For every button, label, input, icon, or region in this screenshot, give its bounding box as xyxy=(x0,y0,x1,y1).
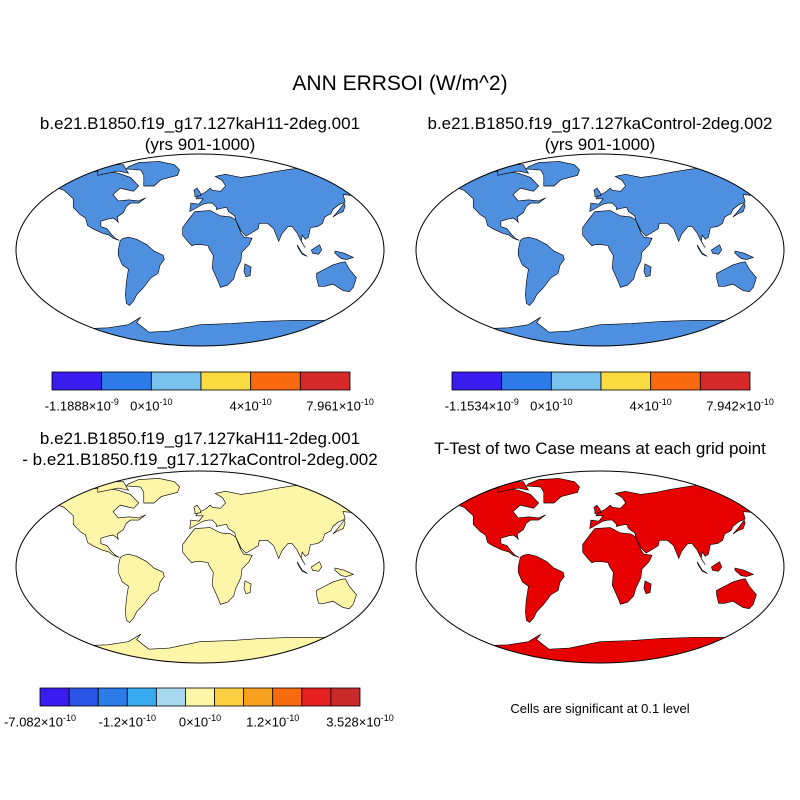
map-outline xyxy=(415,470,785,664)
colorbar-swatch xyxy=(699,371,751,391)
colorbar-swatch xyxy=(97,687,128,707)
panel2-title-line1: b.e21.B1850.f19_g17.127kaControl-2deg.00… xyxy=(427,114,773,133)
colorbar-swatch xyxy=(39,687,70,707)
colorbar-swatch xyxy=(155,687,186,707)
colorbar-swatch xyxy=(451,371,503,391)
colorbar-swatch xyxy=(330,687,361,707)
colorbar-tick-label: 4×10-10 xyxy=(629,397,672,414)
significance-note: Cells are significant at 0.1 level xyxy=(510,701,690,716)
colorbar-swatch xyxy=(650,371,701,391)
colorbar-swatch xyxy=(126,687,157,707)
colorbar-swatch xyxy=(600,371,652,391)
panel3-title-line1: b.e21.B1850.f19_g17.127kaH11-2deg.001 xyxy=(39,429,361,448)
colorbar-tick-label: 4×10-10 xyxy=(229,397,272,414)
colorbar-swatch xyxy=(214,687,245,707)
colorbar-tick-label: 7.942×10-10 xyxy=(706,397,774,414)
panel2-title: b.e21.B1850.f19_g17.127kaControl-2deg.00… xyxy=(400,113,800,155)
colorbar-swatch xyxy=(501,371,552,391)
colorbar-tick-label: 1.2×10-10 xyxy=(246,713,300,730)
map-outline xyxy=(15,470,385,664)
colorbar-2 xyxy=(451,371,751,391)
colorbar-tick-label: 0×10-10 xyxy=(530,397,573,414)
panel1-title-line2: (yrs 901-1000) xyxy=(144,135,256,154)
panel1-title: b.e21.B1850.f19_g17.127kaH11-2deg.001 (y… xyxy=(0,113,400,155)
colorbar-swatch xyxy=(51,371,103,391)
colorbar-tick-label: 0×10-10 xyxy=(130,397,173,414)
colorbar-swatch xyxy=(272,687,303,707)
colorbar-1 xyxy=(51,371,351,391)
colorbar-3 xyxy=(39,687,361,707)
colorbar-swatch xyxy=(299,371,351,391)
colorbar-tick-label: -1.1534×10-9 xyxy=(444,397,519,414)
map-panel-3 xyxy=(15,470,385,664)
map-panel-1 xyxy=(15,153,385,347)
panel2-title-line2: (yrs 901-1000) xyxy=(544,135,656,154)
colorbar-tick-label: 7.961×10-10 xyxy=(306,397,374,414)
map-panels xyxy=(15,153,785,707)
map-outline xyxy=(15,153,385,347)
colorbar-swatch xyxy=(185,687,215,707)
colorbar-tick-label: -1.2×10-10 xyxy=(98,713,156,730)
colorbar-swatch xyxy=(301,687,332,707)
panel3-title: b.e21.B1850.f19_g17.127kaH11-2deg.001 - … xyxy=(0,428,400,470)
panel3-title-line2: - b.e21.B1850.f19_g17.127kaControl-2deg.… xyxy=(22,450,378,469)
colorbar-tick-label: -7.082×10-10 xyxy=(4,713,76,730)
colorbar-tick-label: 3.528×10-10 xyxy=(326,713,394,730)
colorbar-tick-label: 0×10-10 xyxy=(178,713,222,730)
map-outline xyxy=(415,153,785,347)
colorbar-swatch xyxy=(243,687,274,707)
map-panel-4 xyxy=(415,470,785,664)
colorbar-tick-label: -1.1888×10-9 xyxy=(44,397,119,414)
map-panel-2 xyxy=(415,153,785,347)
colorbar-swatch xyxy=(550,371,602,391)
colorbar-swatch xyxy=(200,371,252,391)
colorbar-swatch xyxy=(101,371,152,391)
colorbar-swatch xyxy=(150,371,202,391)
colorbar-swatch xyxy=(68,687,99,707)
panel1-title-line1: b.e21.B1850.f19_g17.127kaH11-2deg.001 xyxy=(39,114,361,133)
colorbar-swatch xyxy=(250,371,301,391)
panel4-title-line1: T-Test of two Case means at each grid po… xyxy=(434,439,766,458)
figure-title: ANN ERRSOI (W/m^2) xyxy=(292,72,508,95)
panel4-title: T-Test of two Case means at each grid po… xyxy=(400,438,800,459)
